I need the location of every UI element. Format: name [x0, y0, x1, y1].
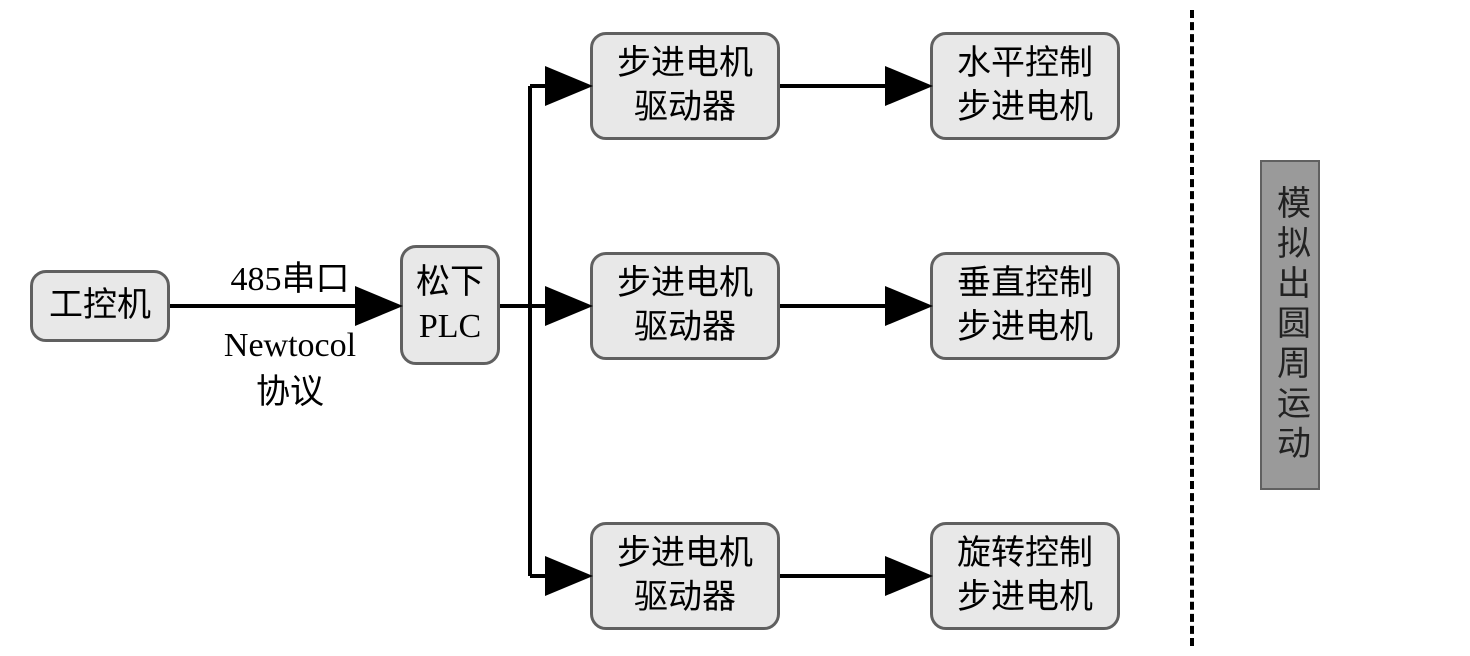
- node-driver-2: 步进电机 驱动器: [590, 252, 780, 360]
- node-motor-horizontal: 水平控制 步进电机: [930, 32, 1120, 140]
- dashed-divider: [1190, 10, 1194, 646]
- node-ipc-label: 工控机: [49, 284, 151, 328]
- node-ipc: 工控机: [30, 270, 170, 342]
- node-driver-1-line2: 驱动器: [634, 86, 736, 130]
- node-motor-h-line2: 步进电机: [957, 86, 1093, 130]
- node-driver-3-line1: 步进电机: [617, 532, 753, 576]
- node-driver-3-line2: 驱动器: [634, 576, 736, 620]
- node-motor-h-line1: 水平控制: [957, 42, 1093, 86]
- node-motor-v-line2: 步进电机: [957, 306, 1093, 350]
- node-plc-label2: PLC: [419, 305, 481, 349]
- node-motor-r-line1: 旋转控制: [957, 532, 1093, 576]
- node-output-label: 模拟出圆周运动: [1266, 185, 1315, 465]
- node-motor-r-line2: 步进电机: [957, 576, 1093, 620]
- edge-label-line1: 485串口: [200, 256, 380, 304]
- edge-label-line2: Newtocol: [200, 322, 380, 370]
- node-motor-rotate: 旋转控制 步进电机: [930, 522, 1120, 630]
- node-motor-v-line1: 垂直控制: [957, 262, 1093, 306]
- node-motor-vertical: 垂直控制 步进电机: [930, 252, 1120, 360]
- node-plc-label1: 松下: [416, 261, 484, 305]
- node-driver-2-line1: 步进电机: [617, 262, 753, 306]
- edge-label-line3: 协议: [200, 369, 380, 417]
- node-output: 模拟出圆周运动: [1260, 160, 1320, 490]
- node-driver-1: 步进电机 驱动器: [590, 32, 780, 140]
- node-driver-1-line1: 步进电机: [617, 42, 753, 86]
- edge-label-serial: 485串口 Newtocol 协议: [200, 256, 380, 417]
- node-driver-3: 步进电机 驱动器: [590, 522, 780, 630]
- node-driver-2-line2: 驱动器: [634, 306, 736, 350]
- node-plc: 松下 PLC: [400, 245, 500, 365]
